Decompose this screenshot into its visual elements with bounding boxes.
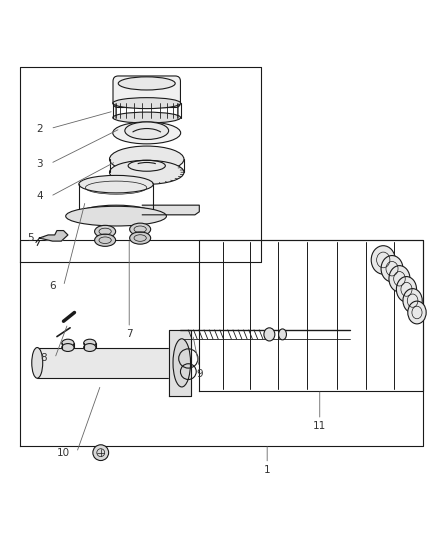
Text: 3: 3 — [36, 159, 43, 168]
Ellipse shape — [79, 175, 153, 193]
Text: 2: 2 — [36, 124, 43, 134]
Ellipse shape — [32, 348, 43, 378]
Ellipse shape — [66, 206, 166, 226]
Ellipse shape — [118, 77, 175, 90]
Ellipse shape — [264, 328, 275, 341]
Ellipse shape — [62, 339, 74, 347]
Text: 6: 6 — [49, 281, 56, 291]
Ellipse shape — [371, 246, 396, 274]
Ellipse shape — [130, 223, 151, 236]
Polygon shape — [39, 231, 68, 241]
Text: 11: 11 — [313, 422, 326, 431]
Text: 7: 7 — [126, 329, 133, 340]
Polygon shape — [142, 205, 199, 215]
Ellipse shape — [381, 255, 403, 282]
Ellipse shape — [125, 122, 169, 140]
Text: 8: 8 — [40, 353, 47, 364]
Ellipse shape — [389, 265, 410, 292]
Text: 10: 10 — [57, 448, 70, 458]
FancyBboxPatch shape — [113, 76, 180, 108]
Ellipse shape — [84, 339, 96, 347]
Ellipse shape — [113, 112, 180, 123]
Ellipse shape — [110, 160, 184, 184]
Ellipse shape — [95, 225, 116, 238]
Text: 1: 1 — [264, 465, 271, 475]
Text: 9: 9 — [196, 369, 203, 379]
Text: 4: 4 — [36, 191, 43, 201]
Polygon shape — [169, 330, 191, 395]
Ellipse shape — [79, 205, 153, 223]
Ellipse shape — [403, 288, 422, 313]
Ellipse shape — [396, 277, 417, 302]
Ellipse shape — [113, 98, 180, 109]
Ellipse shape — [95, 234, 116, 246]
Ellipse shape — [62, 344, 74, 351]
Circle shape — [93, 445, 109, 461]
Ellipse shape — [84, 344, 96, 351]
Ellipse shape — [173, 339, 191, 387]
Ellipse shape — [408, 301, 426, 324]
Text: 5: 5 — [27, 233, 34, 243]
Ellipse shape — [279, 329, 286, 340]
Ellipse shape — [113, 122, 180, 144]
Bar — [37, 348, 182, 378]
Ellipse shape — [110, 146, 184, 172]
Ellipse shape — [130, 232, 151, 244]
